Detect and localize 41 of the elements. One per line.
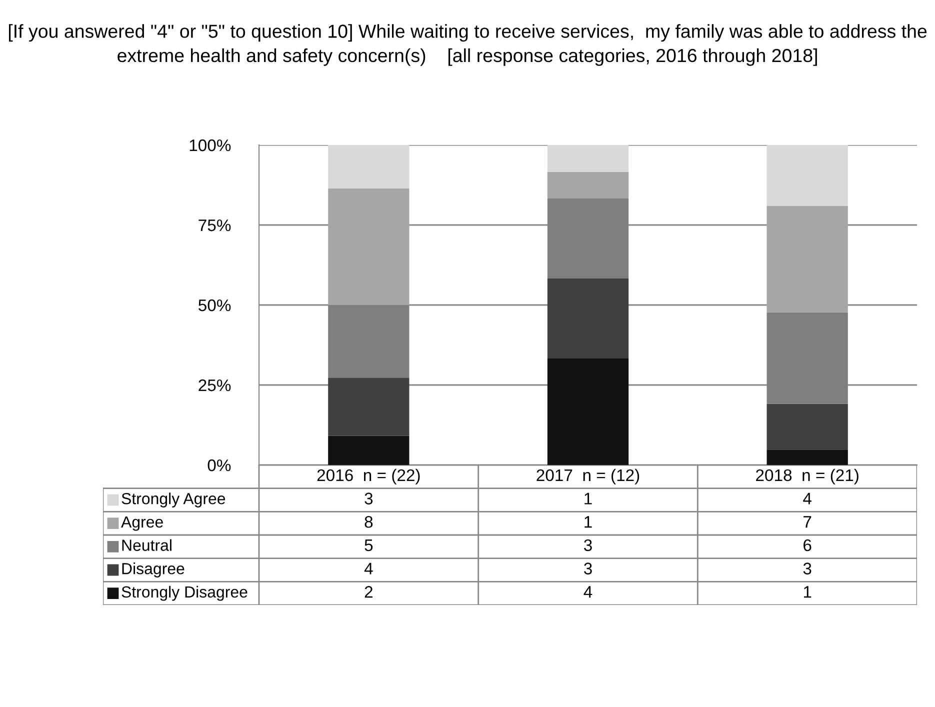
text: 3 <box>584 562 592 574</box>
text: 6 <box>804 539 812 552</box>
y-tick-label: 75% <box>198 219 231 232</box>
text: 5 <box>364 540 373 552</box>
text: 1 <box>584 492 592 504</box>
text: 8 <box>364 516 373 528</box>
bar <box>547 145 629 172</box>
bar <box>547 278 629 358</box>
x-tick-label: 2018 n = (21) <box>756 468 858 484</box>
text: 1 <box>584 516 592 528</box>
bar <box>328 145 410 189</box>
text: 3 <box>364 492 373 504</box>
chart-title: [If you answered "4" or "5" to question 10] While waiting to receive services, my family was able to address the extreme health and safety concern(s) [all response categories, 2016 through 2018] <box>8 24 927 66</box>
text: 1 <box>804 586 812 598</box>
bar <box>547 172 629 198</box>
legend-label: Strongly Disagree <box>122 586 248 601</box>
y-tick-label: 50% <box>198 299 231 312</box>
text: 2 <box>364 586 372 598</box>
legend-label: Strongly Agree <box>122 492 226 508</box>
y-tick-label: 0% <box>208 459 231 472</box>
text: 4 <box>584 586 592 598</box>
bar <box>328 188 410 305</box>
x-tick-label: 2016 n = (22) <box>317 468 420 484</box>
bar <box>766 206 848 312</box>
text: 3 <box>584 539 592 552</box>
bar <box>328 436 410 465</box>
legend-label: Neutral <box>122 539 172 551</box>
legend-label: Disagree <box>122 562 184 578</box>
bar <box>328 378 410 436</box>
y-tick-label: 100% <box>190 139 231 152</box>
bar <box>766 404 848 450</box>
text: 7 <box>804 516 812 528</box>
text: 4 <box>364 562 373 574</box>
text: 4 <box>803 492 812 504</box>
legend-label: Agree <box>121 516 163 531</box>
y-tick-label: 25% <box>198 379 231 392</box>
text: 3 <box>803 562 812 574</box>
bar <box>766 145 848 206</box>
x-tick-label: 2017 n = (12) <box>536 468 640 484</box>
bar <box>547 358 629 465</box>
bar <box>766 450 848 465</box>
